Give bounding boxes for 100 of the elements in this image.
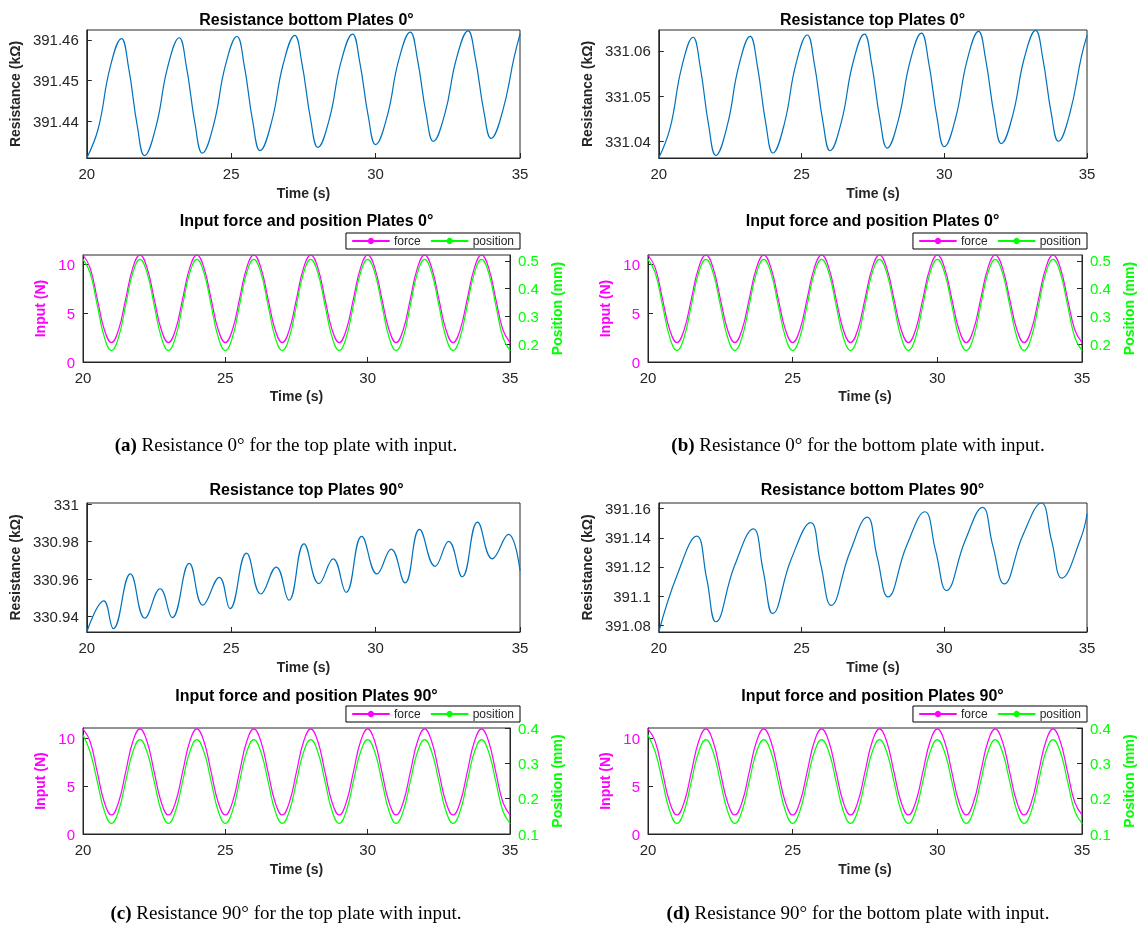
y2-tick-label: 0.3 bbox=[1090, 307, 1111, 325]
y-tick-label: 391.44 bbox=[32, 112, 79, 130]
legend-label: position bbox=[1039, 707, 1082, 721]
x-tick-label: 25 bbox=[784, 841, 802, 858]
y-axis-title: Input (N) bbox=[597, 752, 614, 810]
y-tick-label: 10 bbox=[623, 256, 640, 274]
line-series bbox=[658, 502, 1088, 633]
y-tick-label: 391.08 bbox=[604, 616, 651, 634]
x-tick-label: 35 bbox=[501, 841, 519, 858]
legend-label: force bbox=[960, 707, 988, 721]
y2-tick-label: 0.3 bbox=[1090, 754, 1111, 772]
y-axis-title: Resistance (kΩ) bbox=[7, 514, 23, 621]
legend-label: force bbox=[393, 707, 421, 721]
y-tick-label: 391.46 bbox=[32, 31, 79, 49]
text: (b) Resistance 0° for the bottom plate with input. bbox=[671, 434, 1045, 455]
y-tick-label: 331.05 bbox=[604, 87, 651, 105]
chart-title: Input force and position Plates 0° bbox=[745, 211, 1000, 229]
y-axis-title: Resistance (kΩ) bbox=[579, 514, 595, 621]
line-series bbox=[86, 30, 521, 159]
x-tick-label: 25 bbox=[222, 165, 240, 182]
x-tick-label: 25 bbox=[216, 369, 234, 386]
x-tick-label: 30 bbox=[928, 369, 946, 386]
x-tick-label: 35 bbox=[1078, 165, 1096, 182]
x-tick-label: 20 bbox=[78, 165, 96, 182]
x-axis-title: Time (s) bbox=[838, 860, 892, 877]
y-tick-label: 5 bbox=[631, 777, 640, 795]
x-tick-label: 20 bbox=[74, 841, 92, 858]
chart-title: Resistance top Plates 90° bbox=[209, 480, 404, 498]
y2-tick-label: 0.2 bbox=[518, 790, 539, 808]
y-tick-label: 10 bbox=[58, 730, 75, 747]
y-tick-label: 391.14 bbox=[604, 529, 651, 547]
x-axis-title: Time (s) bbox=[846, 184, 900, 201]
y2-tick-label: 0.5 bbox=[1090, 252, 1111, 270]
y-tick-label: 391.1 bbox=[613, 587, 651, 605]
x-axis-title: Time (s) bbox=[846, 658, 900, 675]
line-series bbox=[658, 29, 1088, 159]
x-tick-label: 35 bbox=[1073, 841, 1091, 858]
y-tick-label: 391.16 bbox=[604, 500, 651, 518]
x-tick-label: 35 bbox=[511, 165, 529, 182]
chart-title: Resistance bottom Plates 90° bbox=[760, 480, 985, 498]
x-tick-label: 30 bbox=[367, 165, 384, 182]
y-tick-label: 0 bbox=[66, 825, 75, 843]
y-tick-label: 5 bbox=[631, 304, 640, 322]
x-tick-label: 35 bbox=[511, 639, 529, 656]
y2-tick-label: 0.2 bbox=[1090, 790, 1111, 808]
x-tick-label: 20 bbox=[639, 369, 657, 386]
x-tick-label: 20 bbox=[74, 369, 92, 386]
chart-title: Input force and position Plates 0° bbox=[179, 211, 434, 229]
y2-axis-title: Position (mm) bbox=[549, 734, 565, 828]
y-tick-label: 0 bbox=[631, 353, 640, 371]
x-axis-title: Time (s) bbox=[276, 658, 331, 675]
y-tick-label: 5 bbox=[66, 304, 75, 322]
y-tick-label: 330.94 bbox=[32, 607, 79, 625]
y2-axis-title: Position (mm) bbox=[549, 261, 565, 356]
text: (c) Resistance 90° for the top plate with input. bbox=[110, 902, 462, 923]
x-tick-label: 30 bbox=[928, 841, 946, 858]
y2-tick-label: 0.4 bbox=[518, 280, 539, 298]
y-axis-title: Input (N) bbox=[32, 279, 49, 338]
x-tick-label: 30 bbox=[359, 369, 377, 386]
y-tick-label: 10 bbox=[58, 256, 75, 274]
y-tick-label: 330.98 bbox=[32, 533, 79, 551]
text: (a) Resistance 0° for the top plate with input. bbox=[114, 434, 458, 455]
y2-axis-title: Position (mm) bbox=[1121, 261, 1137, 356]
legend-label: position bbox=[472, 707, 515, 721]
x-tick-label: 30 bbox=[935, 165, 953, 182]
y2-tick-label: 0.4 bbox=[1090, 719, 1111, 737]
x-tick-label: 30 bbox=[359, 841, 377, 858]
y-axis-title: Input (N) bbox=[32, 752, 49, 810]
y2-tick-label: 0.2 bbox=[1090, 335, 1111, 353]
x-tick-label: 25 bbox=[784, 369, 802, 386]
x-axis-title: Time (s) bbox=[276, 184, 331, 201]
y-axis-title: Input (N) bbox=[597, 279, 614, 338]
legend-label: force bbox=[393, 234, 421, 248]
y2-tick-label: 0.1 bbox=[1090, 825, 1111, 843]
y-tick-label: 331 bbox=[53, 495, 79, 513]
x-tick-label: 30 bbox=[935, 639, 953, 656]
x-tick-label: 20 bbox=[650, 639, 668, 656]
x-tick-label: 25 bbox=[216, 841, 234, 858]
x-tick-label: 35 bbox=[501, 369, 519, 386]
y2-tick-label: 0.5 bbox=[518, 252, 539, 270]
y2-axis-title: Position (mm) bbox=[1121, 734, 1137, 828]
chart-title: Resistance top Plates 0° bbox=[779, 10, 966, 28]
y2-tick-label: 0.1 bbox=[518, 825, 539, 843]
y2-tick-label: 0.3 bbox=[518, 307, 539, 325]
legend-label: position bbox=[1039, 234, 1082, 248]
x-tick-label: 35 bbox=[1078, 639, 1096, 656]
y-tick-label: 0 bbox=[66, 353, 75, 371]
x-tick-label: 30 bbox=[367, 639, 384, 656]
x-tick-label: 25 bbox=[793, 165, 810, 182]
chart-title: Input force and position Plates 90° bbox=[175, 686, 438, 704]
y2-tick-label: 0.2 bbox=[518, 335, 539, 353]
y2-tick-label: 0.4 bbox=[518, 719, 539, 737]
legend-label: force bbox=[960, 234, 988, 248]
chart-title: Resistance bottom Plates 0° bbox=[199, 10, 414, 28]
y-axis-title: Resistance (kΩ) bbox=[579, 40, 595, 148]
y-tick-label: 5 bbox=[66, 777, 75, 795]
y-tick-label: 330.96 bbox=[32, 570, 79, 588]
x-tick-label: 35 bbox=[1073, 369, 1091, 386]
y-tick-label: 10 bbox=[623, 730, 640, 747]
x-tick-label: 20 bbox=[650, 165, 668, 182]
